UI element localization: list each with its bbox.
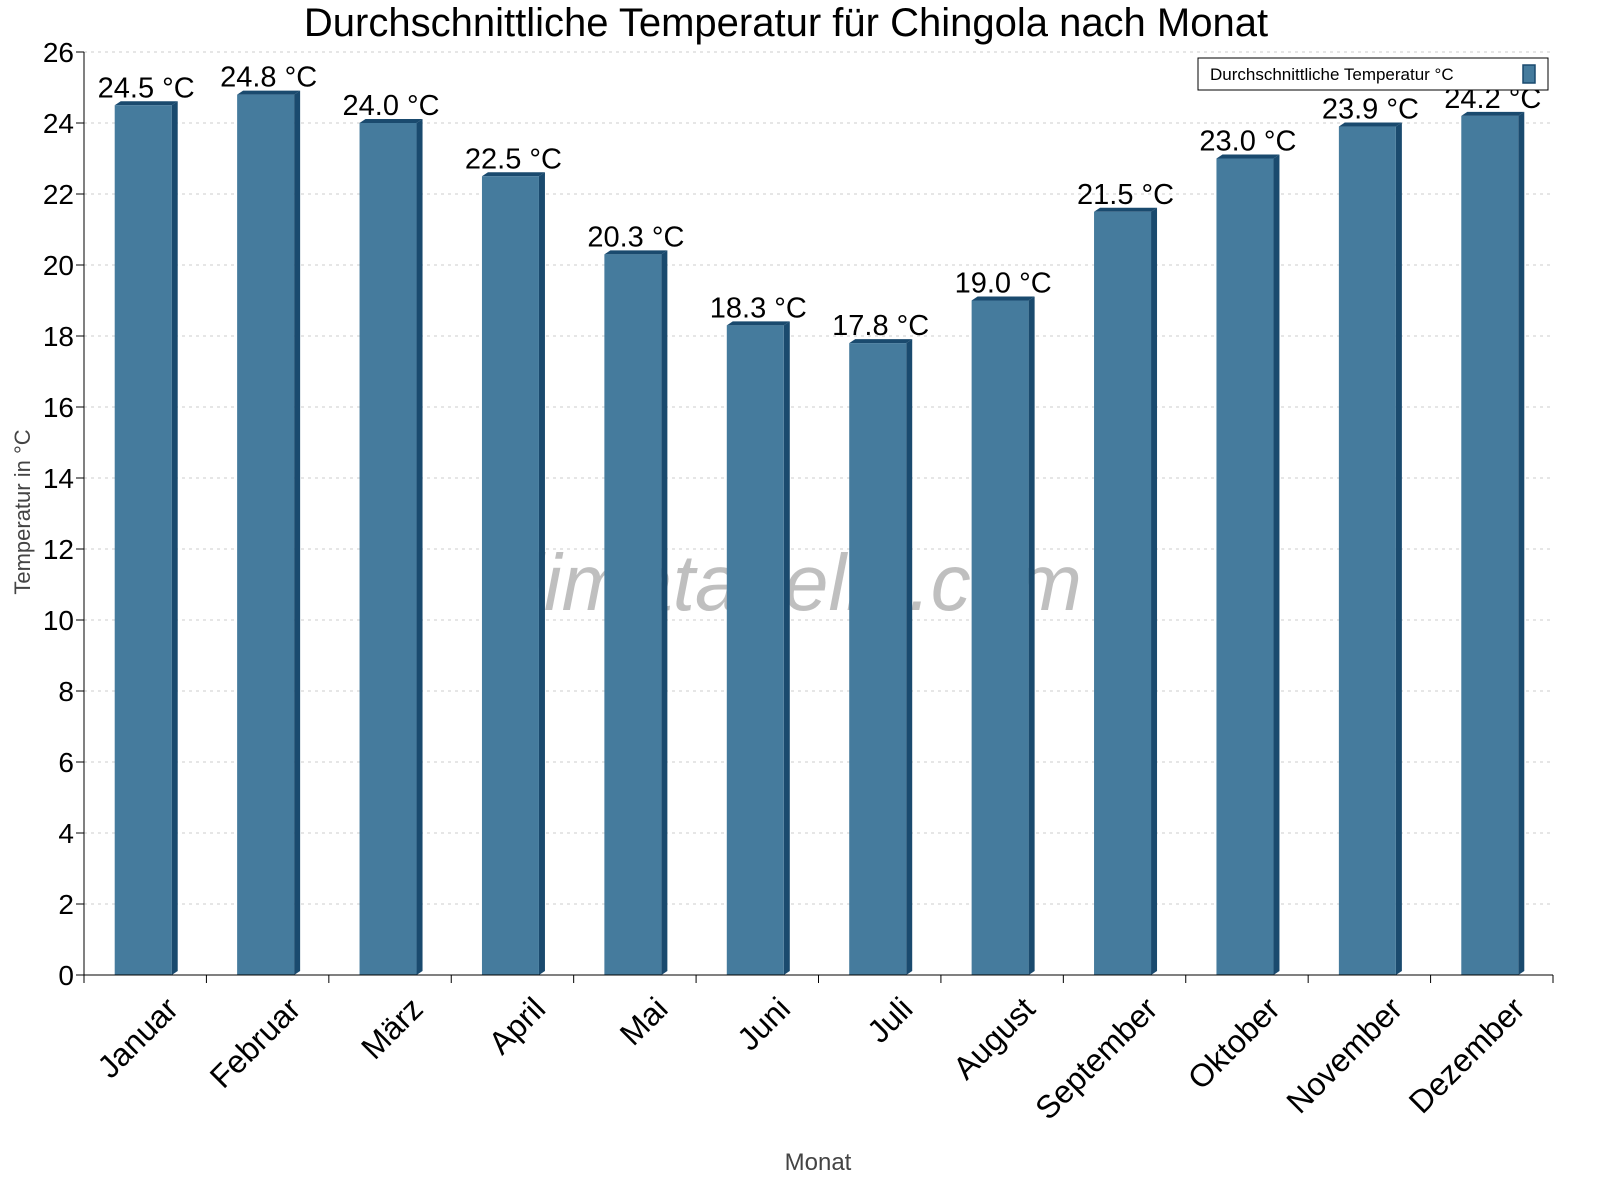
data-label: 19.0 °C bbox=[955, 268, 1052, 300]
bar bbox=[726, 325, 784, 976]
x-tick-label: Juni bbox=[730, 990, 797, 1057]
y-tick-label: 20 bbox=[43, 250, 74, 281]
y-tick-label: 14 bbox=[43, 463, 74, 494]
y-tick-label: 0 bbox=[58, 960, 74, 991]
bar-side bbox=[1028, 296, 1035, 975]
y-tick-label: 4 bbox=[58, 818, 74, 849]
x-axis-label: Monat bbox=[785, 1149, 852, 1176]
x-tick-label: Oktober bbox=[1181, 990, 1287, 1096]
legend-label: Durchschnittliche Temperatur °C bbox=[1210, 65, 1454, 84]
bar-side bbox=[416, 119, 423, 975]
y-tick-label: 26 bbox=[43, 37, 74, 68]
bar-top bbox=[604, 250, 668, 255]
bars bbox=[114, 90, 1525, 976]
bar bbox=[359, 123, 417, 975]
bar-top bbox=[849, 339, 913, 344]
y-tick-label: 2 bbox=[58, 889, 74, 920]
legend: Durchschnittliche Temperatur °C bbox=[1197, 57, 1549, 91]
data-label: 18.3 °C bbox=[710, 292, 807, 324]
bar bbox=[849, 343, 907, 976]
x-tick-label: Februar bbox=[203, 990, 308, 1095]
bar-top bbox=[114, 101, 178, 106]
data-labels: 24.5 °C 24.8 °C 24.0 °C 22.5 °C 20.3 °C 18.3 … bbox=[98, 62, 1542, 343]
data-label: 21.5 °C bbox=[1077, 179, 1174, 211]
y-tick-label: 12 bbox=[43, 534, 74, 565]
y-tick-label: 16 bbox=[43, 392, 74, 423]
bar-side bbox=[294, 90, 301, 976]
gridlines bbox=[84, 51, 1553, 905]
legend-swatch bbox=[1522, 64, 1536, 84]
x-tick-label: November bbox=[1279, 990, 1409, 1120]
bar bbox=[971, 300, 1029, 975]
x-tick-label: September bbox=[1028, 990, 1164, 1126]
chart-title: Durchschnittliche Temperatur für Chingol… bbox=[304, 1, 1268, 45]
y-tick-label: 6 bbox=[58, 747, 74, 778]
y-tick-label: 24 bbox=[43, 108, 74, 139]
bar-top bbox=[237, 90, 301, 95]
bar-side bbox=[1395, 122, 1402, 976]
bar-side bbox=[1518, 111, 1525, 975]
bar-side bbox=[661, 250, 668, 976]
bar-top bbox=[971, 296, 1035, 301]
data-label: 24.8 °C bbox=[220, 62, 317, 94]
bar bbox=[1338, 126, 1396, 976]
data-label: 24.0 °C bbox=[343, 90, 440, 122]
bar-top bbox=[1338, 122, 1402, 127]
x-tick-label: Juli bbox=[860, 990, 919, 1049]
x-tick-label: August bbox=[946, 990, 1042, 1086]
data-label: 22.5 °C bbox=[465, 143, 562, 175]
y-tick-label: 8 bbox=[58, 676, 74, 707]
data-label: 20.3 °C bbox=[587, 221, 684, 253]
y-axis-label: Temperatur in °C bbox=[10, 429, 35, 594]
x-tick-label: Januar bbox=[90, 990, 185, 1085]
data-label: 23.0 °C bbox=[1199, 126, 1296, 158]
bar-side bbox=[1273, 154, 1280, 975]
bar bbox=[1216, 158, 1274, 975]
bar-top bbox=[359, 119, 423, 123]
bar-side bbox=[783, 321, 790, 976]
y-tick-label: 18 bbox=[43, 321, 74, 352]
bar-top bbox=[1461, 111, 1525, 116]
y-tick-label: 22 bbox=[43, 179, 74, 210]
bar-top bbox=[1216, 154, 1280, 159]
bar-top bbox=[726, 321, 790, 326]
bar-top bbox=[481, 172, 545, 177]
data-label: 24.5 °C bbox=[98, 72, 195, 104]
data-label: 23.9 °C bbox=[1322, 94, 1419, 126]
x-tick-label: Dezember bbox=[1402, 990, 1532, 1120]
x-tick-label: März bbox=[354, 990, 430, 1066]
bar-side bbox=[171, 101, 178, 975]
bar bbox=[1461, 115, 1519, 975]
x-tick-label: Mai bbox=[613, 990, 675, 1052]
bar bbox=[237, 94, 295, 976]
bar bbox=[1094, 211, 1152, 975]
bar-side bbox=[1151, 207, 1158, 975]
bar-side bbox=[906, 339, 913, 976]
bar bbox=[481, 176, 539, 975]
x-tick-label: April bbox=[482, 990, 553, 1061]
y-tick-label: 10 bbox=[43, 605, 74, 636]
bar-top bbox=[1094, 207, 1158, 212]
data-label: 17.8 °C bbox=[832, 310, 929, 342]
bar-side bbox=[538, 172, 545, 975]
bar bbox=[604, 254, 662, 976]
bar bbox=[114, 105, 172, 975]
